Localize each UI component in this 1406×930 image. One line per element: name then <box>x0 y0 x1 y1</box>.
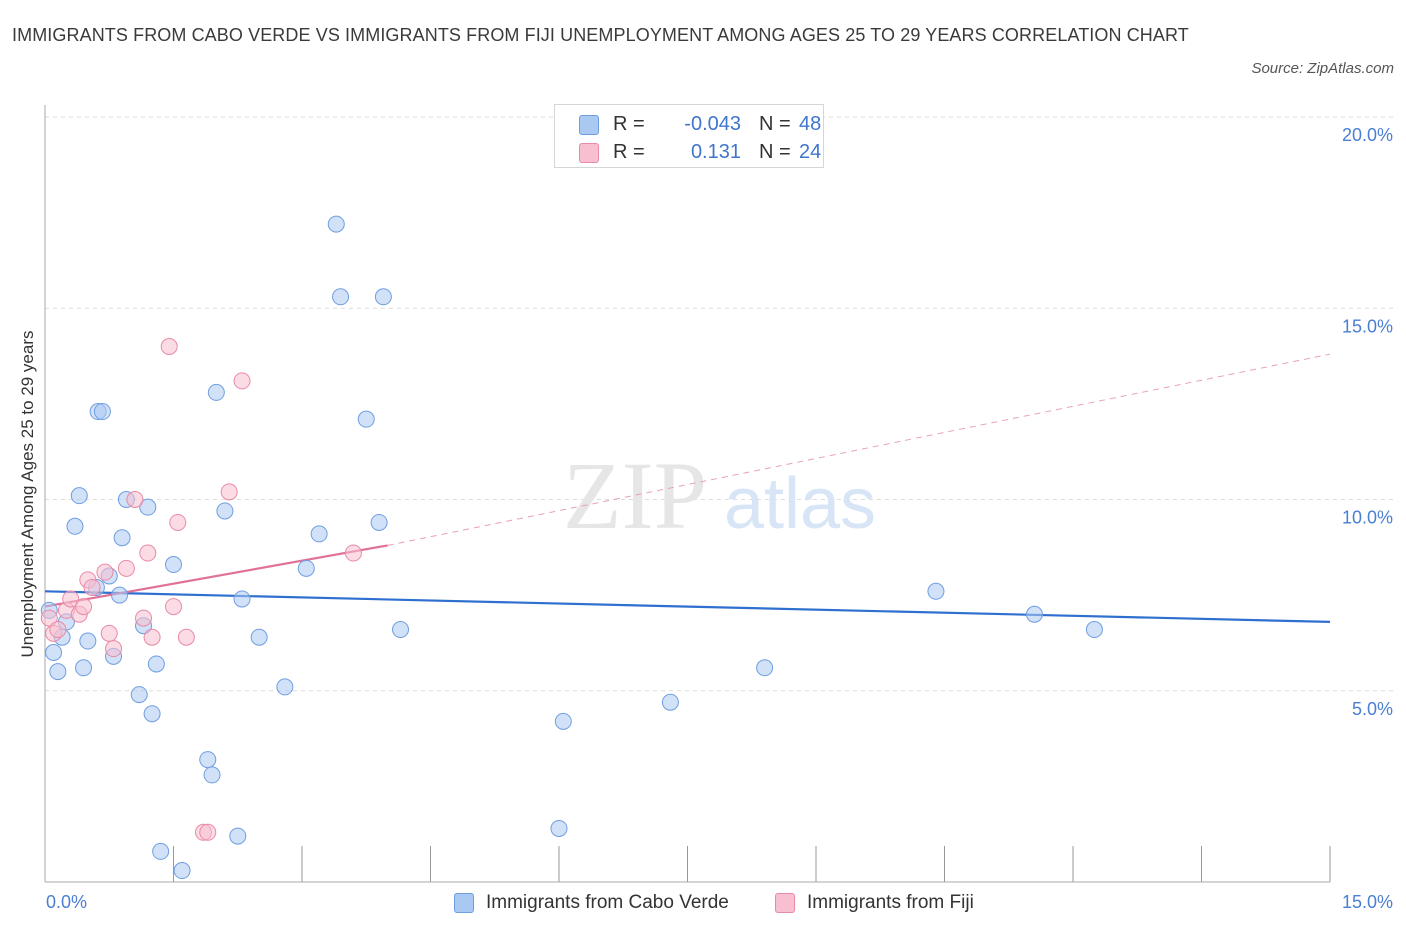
x-tick-label: 15.0% <box>1342 892 1393 912</box>
legend-r-label: R = <box>613 113 645 135</box>
point-cabo-verde <box>1085 621 1103 639</box>
point-cabo-verde <box>297 559 315 577</box>
y-tick-label: 15.0% <box>1342 316 1393 336</box>
correlation-legend: R = -0.043 N = 48 R = 0.131 N = 24 <box>554 104 824 168</box>
point-cabo-verde <box>661 693 679 711</box>
y-tick-label: 20.0% <box>1342 125 1393 145</box>
point-cabo-verde <box>139 498 157 516</box>
point-cabo-verde <box>79 632 97 650</box>
point-fiji <box>233 372 251 390</box>
point-cabo-verde <box>250 628 268 646</box>
point-cabo-verde <box>229 827 247 845</box>
point-fiji <box>100 624 118 642</box>
point-cabo-verde <box>130 686 148 704</box>
point-cabo-verde <box>113 529 131 547</box>
point-fiji <box>62 590 80 608</box>
point-cabo-verde <box>173 862 191 880</box>
trend-line-fiji <box>44 544 388 608</box>
trend-line-cabo-verde <box>44 590 1331 623</box>
axes <box>44 105 1331 883</box>
point-fiji <box>220 483 238 501</box>
trend-lines <box>44 353 1331 623</box>
point-fiji <box>177 628 195 646</box>
point-fiji <box>96 563 114 581</box>
point-fiji <box>344 544 362 562</box>
x-tick-labels: 0.0% 15.0% <box>46 892 1393 912</box>
point-cabo-verde <box>66 517 84 535</box>
point-cabo-verde <box>310 525 328 543</box>
bottom-legend-label: Immigrants from Fiji <box>807 892 974 913</box>
point-cabo-verde <box>165 556 182 574</box>
legend-r-label: R = <box>613 141 645 163</box>
legend-n-label: N = <box>759 141 791 163</box>
point-fiji <box>105 640 123 658</box>
point-cabo-verde <box>49 663 67 681</box>
x-tick-label: 0.0% <box>46 892 87 912</box>
legend-r-value: 0.131 <box>690 141 741 163</box>
point-cabo-verde <box>152 842 170 860</box>
legend-r-value: -0.043 <box>684 113 741 135</box>
legend-swatch-fiji <box>579 143 599 163</box>
point-cabo-verde <box>756 659 774 677</box>
bottom-legend-swatch-cabo-verde <box>454 893 474 913</box>
chart-source: Source: ZipAtlas.com <box>1251 60 1394 77</box>
point-cabo-verde <box>357 410 375 428</box>
point-cabo-verde <box>927 582 945 600</box>
point-fiji <box>199 823 217 841</box>
point-cabo-verde <box>70 487 88 505</box>
bottom-legend-swatch-fiji <box>775 893 795 913</box>
point-fiji <box>75 598 93 616</box>
point-cabo-verde <box>207 383 225 401</box>
point-fiji <box>126 491 144 508</box>
point-cabo-verde <box>374 288 392 306</box>
point-cabo-verde <box>392 621 410 639</box>
legend-swatch-cabo-verde <box>579 115 599 135</box>
bottom-legend-label: Immigrants from Cabo Verde <box>486 892 729 913</box>
y-tick-labels: 5.0% 10.0% 15.0% 20.0% <box>1342 125 1393 719</box>
point-cabo-verde <box>554 712 572 730</box>
point-cabo-verde <box>370 513 388 531</box>
point-fiji <box>169 513 187 531</box>
legend-n-value: 24 <box>799 141 822 163</box>
point-cabo-verde <box>1025 605 1043 623</box>
point-cabo-verde <box>147 655 165 673</box>
chart-title: IMMIGRANTS FROM CABO VERDE VS IMMIGRANTS… <box>12 25 1189 45</box>
point-cabo-verde <box>332 288 350 306</box>
point-cabo-verde <box>233 590 251 608</box>
point-cabo-verde <box>550 819 568 837</box>
data-points <box>40 215 1103 880</box>
point-cabo-verde <box>143 705 161 723</box>
point-fiji <box>165 598 182 616</box>
point-cabo-verde <box>93 403 111 421</box>
watermark-zip: ZIP <box>563 442 707 549</box>
point-fiji <box>83 578 101 596</box>
point-fiji <box>139 544 157 562</box>
point-fiji <box>160 338 178 355</box>
point-cabo-verde <box>216 502 234 520</box>
point-cabo-verde <box>327 215 345 233</box>
legend-n-label: N = <box>759 113 791 135</box>
legend-n-value: 48 <box>799 113 822 135</box>
watermark-atlas: atlas <box>724 464 876 544</box>
y-tick-label: 5.0% <box>1352 699 1393 719</box>
y-tick-label: 10.0% <box>1342 508 1393 528</box>
point-fiji <box>117 559 135 577</box>
watermark: ZIP atlas <box>563 442 876 549</box>
point-fiji <box>143 628 161 646</box>
point-cabo-verde <box>203 766 221 784</box>
point-fiji <box>49 621 67 639</box>
point-cabo-verde <box>276 678 294 696</box>
point-cabo-verde <box>45 644 63 661</box>
point-fiji <box>135 609 153 627</box>
point-cabo-verde <box>199 751 217 769</box>
point-cabo-verde <box>75 659 93 677</box>
point-cabo-verde <box>111 586 129 604</box>
